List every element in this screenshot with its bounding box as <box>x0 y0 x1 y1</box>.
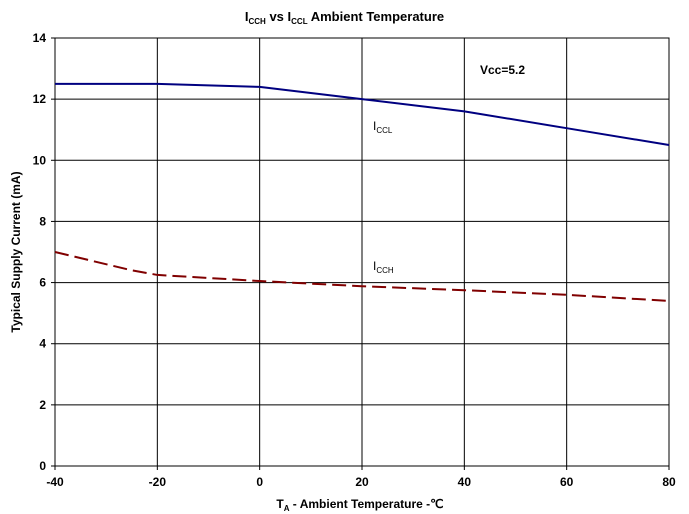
x-tick-label: 80 <box>662 475 676 489</box>
y-tick-label: 8 <box>39 214 46 228</box>
y-tick-label: 14 <box>33 31 47 45</box>
x-axis-label: TA - Ambient Temperature -℃ <box>276 497 443 513</box>
vcc-annotation: Vcc=5.2 <box>480 63 525 77</box>
icch-annotation: ICCH <box>373 259 394 275</box>
y-tick-label: 10 <box>33 153 47 167</box>
x-tick-label: -40 <box>46 475 64 489</box>
series-group <box>54 82 670 302</box>
y-tick-label: 4 <box>39 337 46 351</box>
y-tick-label: 12 <box>33 92 47 106</box>
x-axis-ticks: -40 -20 0 20 40 60 80 <box>46 466 676 489</box>
x-tick-label: 60 <box>560 475 574 489</box>
series-line-icch <box>54 251 670 302</box>
series-line-iccl <box>55 82 670 146</box>
x-tick-label: 0 <box>256 475 263 489</box>
x-tick-label: -20 <box>149 475 167 489</box>
y-axis-ticks: 0 2 4 6 8 10 12 14 <box>33 31 55 473</box>
x-tick-label: 40 <box>458 475 472 489</box>
y-tick-label: 0 <box>39 459 46 473</box>
x-tick-label: 20 <box>355 475 369 489</box>
chart-title: ICCH vs ICCL Ambient Temperature <box>245 9 444 26</box>
y-axis-label: Typical Supply Current (mA) <box>9 171 23 332</box>
y-tick-label: 6 <box>39 276 46 290</box>
iccl-annotation: ICCL <box>373 119 393 135</box>
y-tick-label: 2 <box>39 398 46 412</box>
